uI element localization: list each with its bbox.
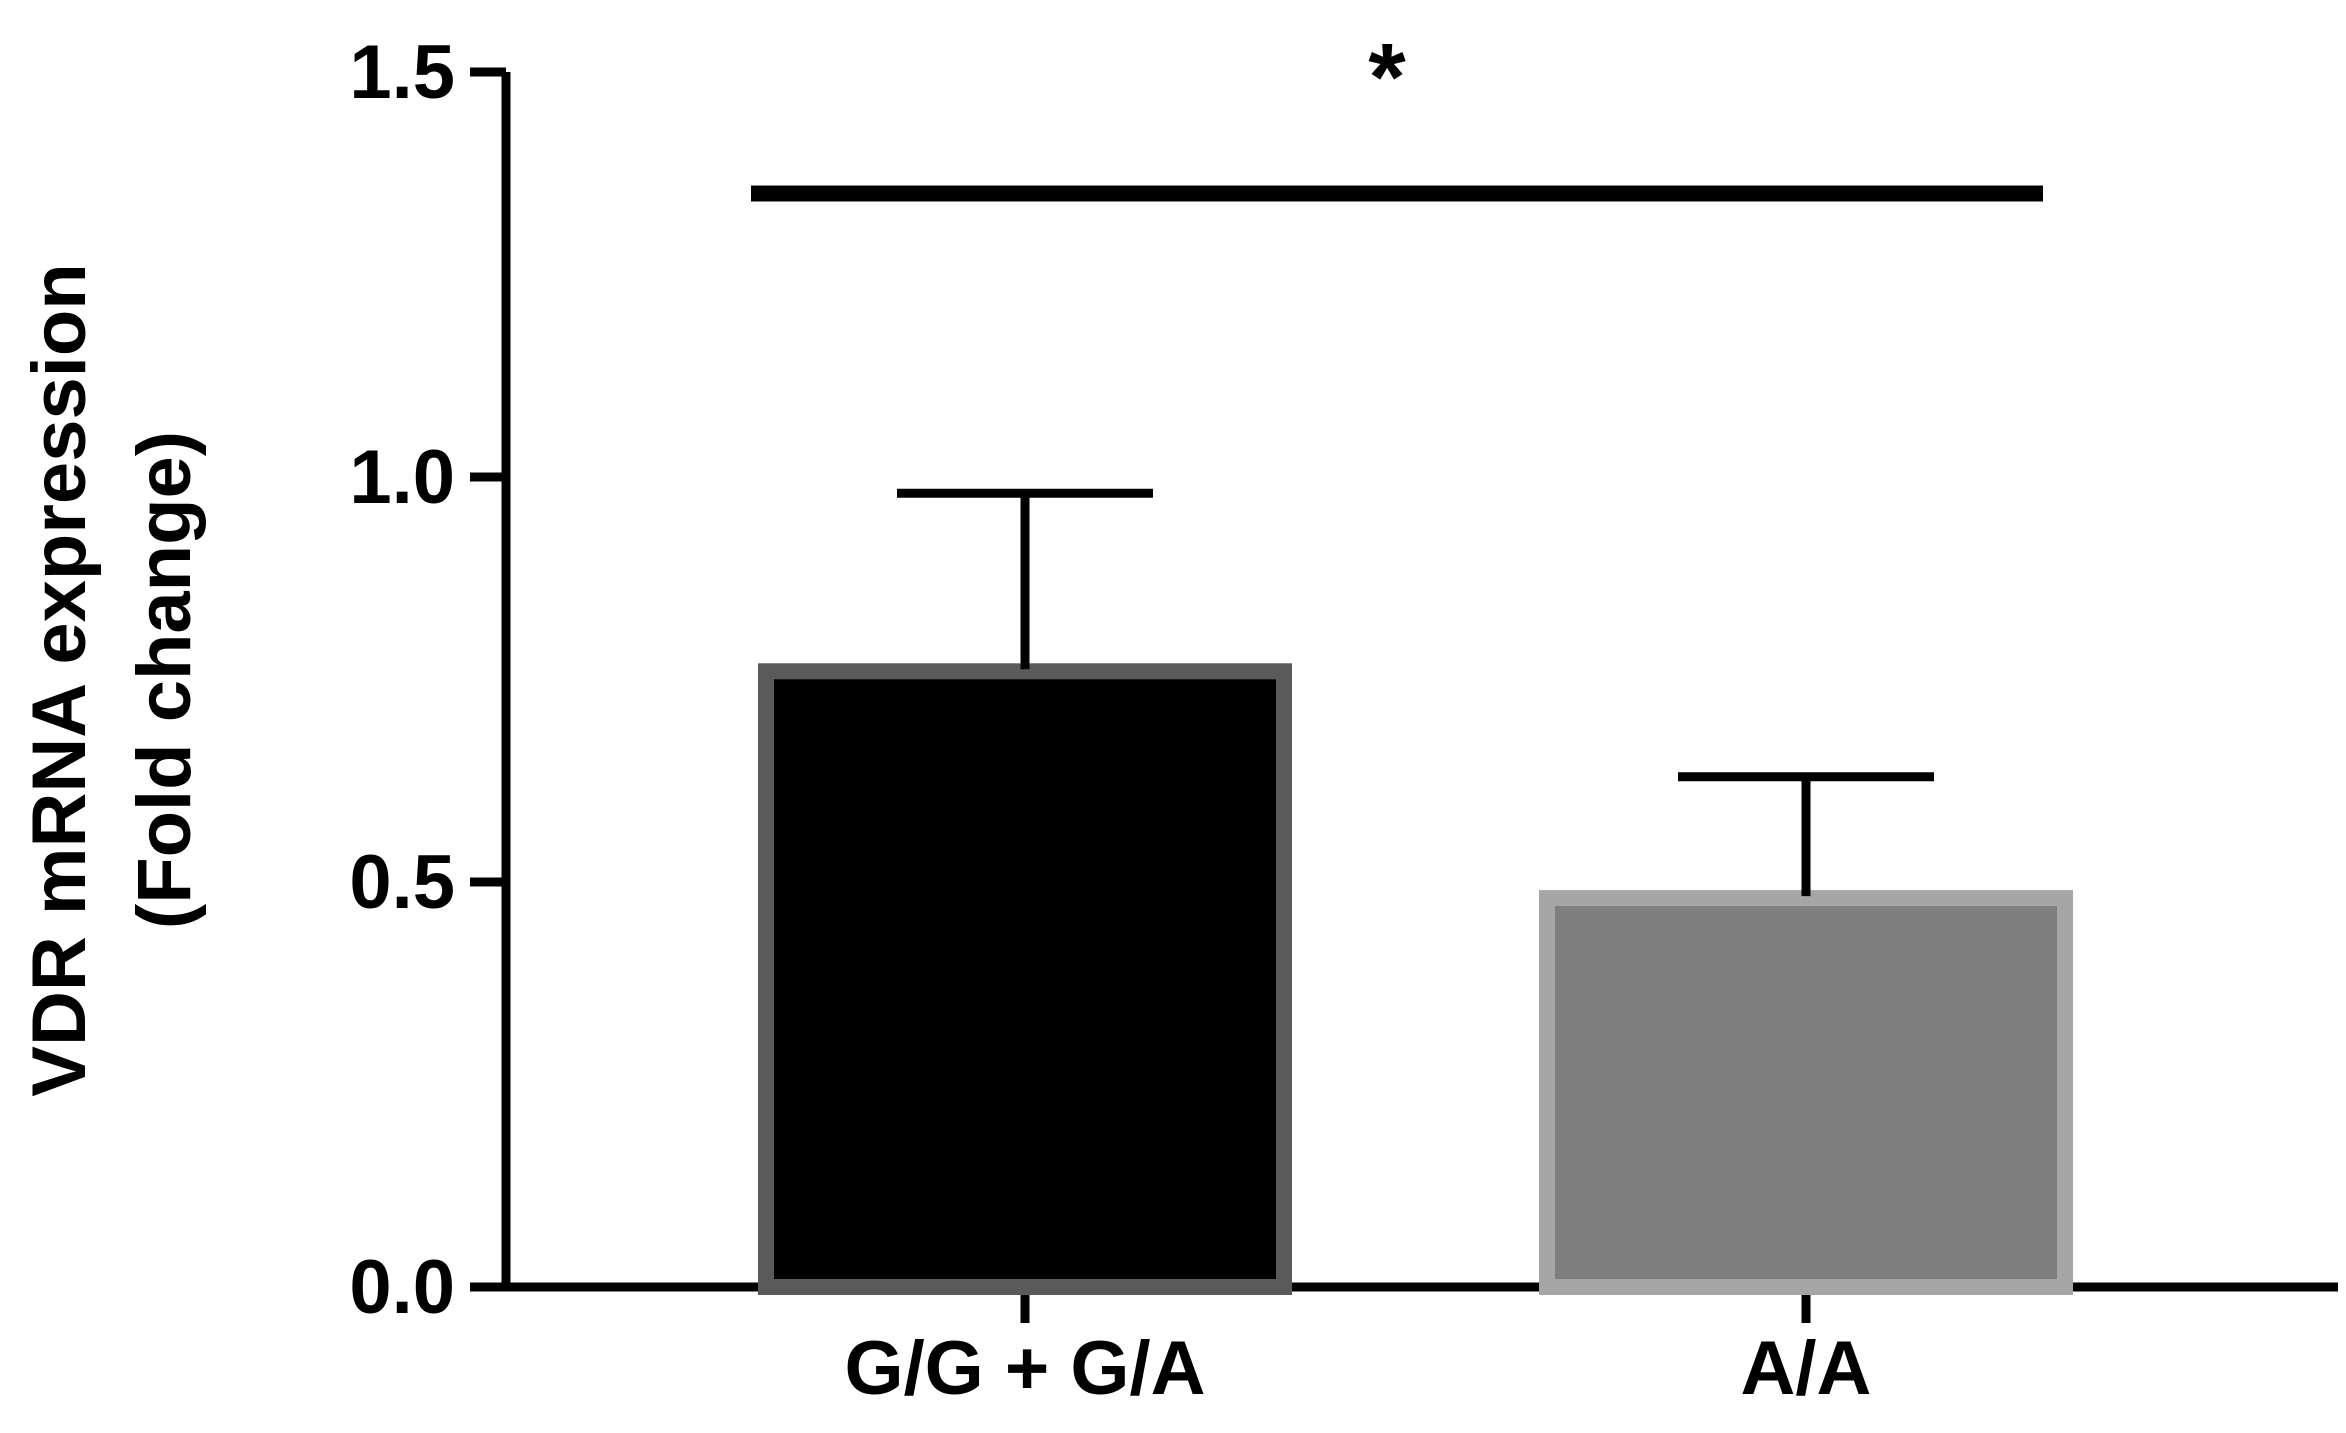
bars — [758, 663, 2073, 1295]
significance-annotation: * — [751, 24, 2043, 202]
y-tick-label: 1.5 — [349, 30, 455, 115]
x-tick-label: A/A — [1741, 1326, 1872, 1411]
y-tick-label: 0.0 — [349, 1245, 455, 1330]
bar — [1539, 890, 2073, 1295]
y-axis-label-line: VDR mRNA expression — [17, 263, 102, 1096]
bar — [758, 663, 1292, 1295]
y-axis-label-line: (Fold change) — [122, 431, 207, 929]
y-tick-label: 1.0 — [349, 435, 455, 520]
y-axis-label: VDR mRNA expression (Fold change) — [17, 263, 207, 1096]
error-bars — [897, 488, 1934, 897]
tick-labels: G/G + G/A A/A 0.0 0.5 1.0 1.5 — [349, 30, 1871, 1411]
significance-star: * — [1368, 24, 1406, 131]
x-tick-label: G/G + G/A — [844, 1326, 1205, 1411]
y-tick-label: 0.5 — [349, 840, 455, 925]
